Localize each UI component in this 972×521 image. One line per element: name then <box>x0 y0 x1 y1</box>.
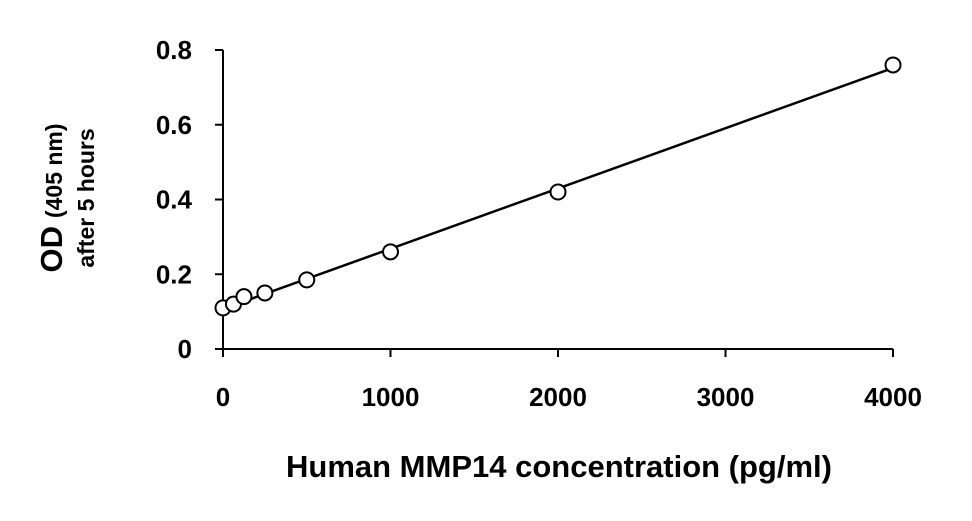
x-tick-label: 3000 <box>697 382 755 412</box>
data-point <box>298 271 316 289</box>
y-axis-title-main: OD <box>34 226 69 273</box>
x-tick-label: 0 <box>216 382 230 412</box>
y-axis-title-unit: (405 nm) <box>41 123 67 218</box>
data-point <box>549 183 567 201</box>
y-tick-label: 0.2 <box>156 259 192 289</box>
data-point <box>256 284 274 302</box>
data-point <box>884 56 902 74</box>
axes <box>215 49 894 357</box>
y-tick-label: 0.6 <box>156 110 192 140</box>
y-tick-label: 0.8 <box>156 35 192 65</box>
points-layer <box>214 56 902 317</box>
x-axis-title: Human MMP14 concentration (pg/ml) <box>286 449 832 484</box>
y-tick-label: 0.4 <box>156 185 193 215</box>
data-point <box>235 288 253 306</box>
x-tick-label: 4000 <box>864 382 922 412</box>
labels-layer: 0 0.2 0.4 0.6 0.8 0 1000 2000 3000 4000 <box>156 35 922 412</box>
y-tick-label: 0 <box>178 334 192 364</box>
x-tick-label: 1000 <box>362 382 420 412</box>
x-tick-label: 2000 <box>529 382 587 412</box>
svg-text:OD(405 nm): OD (405 nm) <box>34 123 69 272</box>
y-axis-title-line2: after 5 hours <box>73 128 99 267</box>
data-point <box>382 243 399 261</box>
y-axis-title: OD (405 nm) after 5 hours <box>34 123 99 272</box>
